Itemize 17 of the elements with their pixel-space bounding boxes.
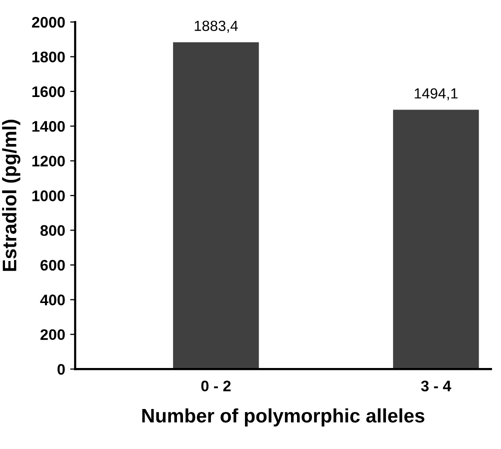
y-tick-label: 1000 [32,190,65,202]
y-tick-label: 1200 [32,156,65,167]
y-tick-label: 2000 [32,16,65,28]
x-tick-label: 3 - 4 [421,380,452,392]
y-tick-label: 1400 [32,120,65,132]
y-tick-label: 800 [40,225,65,236]
y-tick-label: 600 [40,260,65,271]
x-tick-label: 0 - 2 [201,380,231,392]
y-tick-label: 200 [40,329,65,340]
y-axis-title: Estradiol (pg/ml) [2,120,20,271]
y-tick-label: 400 [40,294,65,306]
data-label: 1883,4 [194,20,238,33]
y-tick-label: 0 [58,364,65,375]
data-label: 1494,1 [414,88,458,100]
x-axis-title: Number of polymorphic alleles [142,408,424,426]
y-tick-label: 1800 [32,52,65,62]
y-tick-label: 1600 [32,86,65,98]
